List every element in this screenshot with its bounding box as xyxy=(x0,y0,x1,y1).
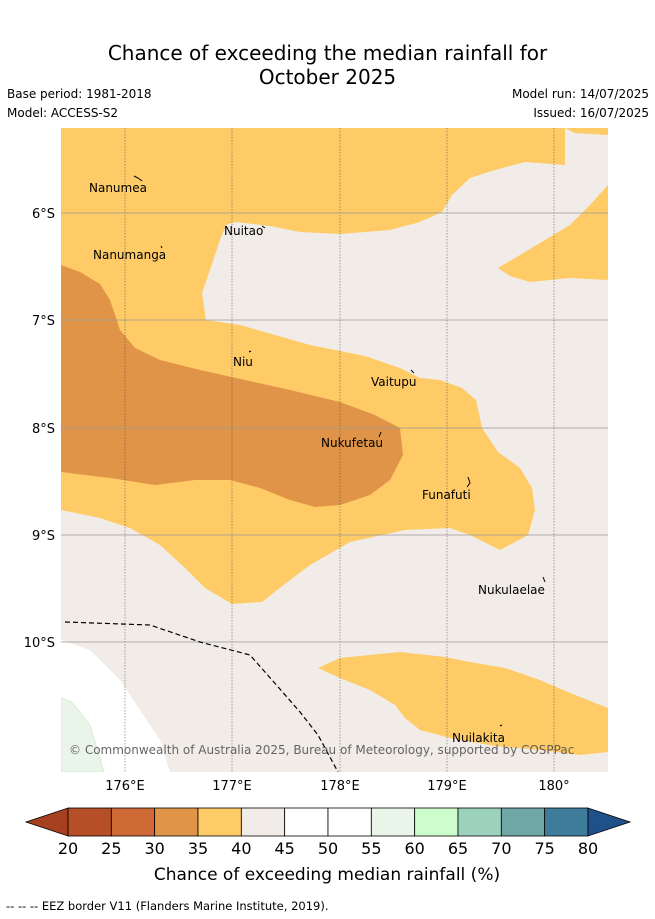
colorbar-tick-label: 75 xyxy=(534,839,554,858)
colorbar-tick-label: 40 xyxy=(231,839,251,858)
place-label-nanumea: Nanumea xyxy=(89,181,147,195)
lon-label-176e: 176°E xyxy=(105,779,145,794)
colorbar-tick-label: 45 xyxy=(274,839,294,858)
colorbar-extend-high xyxy=(587,807,632,837)
copyright-notice: © Commonwealth of Australia 2025, Bureau… xyxy=(69,743,574,757)
colorbar-tick-label: 55 xyxy=(361,839,381,858)
place-label-nuilakita: Nuilakita xyxy=(452,731,505,745)
lat-label-8s: 8°S xyxy=(32,422,55,437)
colorbar-tick-label: 35 xyxy=(188,839,208,858)
colorbar-tick-label: 80 xyxy=(578,839,598,858)
colorbar-cell xyxy=(457,807,502,837)
map-title-line2: October 2025 xyxy=(258,65,397,89)
zone-35-40-south xyxy=(318,652,608,755)
lat-label-6s: 6°S xyxy=(32,207,55,222)
place-label-nukufetau: Nukufetau xyxy=(321,436,383,450)
colorbar-tick-label: 25 xyxy=(101,839,121,858)
colorbar: 20 25 30 35 40 45 50 55 60 65 70 75 80 xyxy=(24,807,632,858)
place-label-nukulaelae: Nukulaelae xyxy=(478,583,545,597)
colorbar-tick-label: 30 xyxy=(144,839,164,858)
lat-label-9s: 9°S xyxy=(32,529,55,544)
colorbar-cell xyxy=(544,807,589,837)
colorbar-tick-label: 65 xyxy=(448,839,468,858)
eez-border xyxy=(64,621,339,772)
colorbar-cell xyxy=(67,807,112,837)
map-title-line1: Chance of exceeding the median rainfall … xyxy=(107,41,548,65)
lon-label-179e: 179°E xyxy=(427,779,467,794)
model-run: Model run: 14/07/2025 xyxy=(511,87,649,101)
place-label-nanumanga: Nanumanga xyxy=(93,248,166,262)
colorbar-extend-low xyxy=(24,807,69,837)
place-label-vaitupu: Vaitupu xyxy=(371,375,417,389)
zone-35-40-ne xyxy=(498,185,608,282)
lon-label-180: 180° xyxy=(538,779,569,794)
colorbar-cell xyxy=(327,807,372,837)
colorbar-cell xyxy=(240,807,286,837)
colorbar-cell xyxy=(414,807,459,837)
island-marks xyxy=(133,175,546,727)
place-label-funafuti: Funafuti xyxy=(422,488,471,502)
colorbar-cell xyxy=(154,807,199,837)
zone-35-40 xyxy=(61,128,608,604)
colorbar-tick-label: 70 xyxy=(491,839,511,858)
issued-date: Issued: 16/07/2025 xyxy=(533,106,649,120)
longitude-gridlines xyxy=(124,128,555,772)
lon-label-177e: 177°E xyxy=(212,779,252,794)
colorbar-tick-label: 50 xyxy=(318,839,338,858)
colorbar-cell xyxy=(370,807,416,837)
base-period: Base period: 1981-2018 xyxy=(7,87,152,101)
lat-label-7s: 7°S xyxy=(32,314,55,329)
colorbar-cell xyxy=(284,807,329,837)
colorbar-cell xyxy=(197,807,242,837)
rainfall-map: Nanumea Nuitao Nanumanga Niu Vaitupu Nuk… xyxy=(61,128,608,772)
colorbar-cell xyxy=(110,807,156,837)
latitude-gridlines xyxy=(61,212,608,643)
model-name: Model: ACCESS-S2 xyxy=(7,106,119,120)
lat-label-10s: 10°S xyxy=(24,636,55,651)
lon-label-178e: 178°E xyxy=(320,779,360,794)
colorbar-tick-label: 60 xyxy=(404,839,424,858)
place-label-nuitao: Nuitao xyxy=(224,224,263,238)
colorbar-cell xyxy=(500,807,546,837)
place-label-niu: Niu xyxy=(233,355,253,369)
colorbar-label: Chance of exceeding median rainfall (%) xyxy=(154,865,500,885)
eez-legend-note: -- -- -- EEZ border V11 (Flanders Marine… xyxy=(6,899,329,913)
colorbar-tick-label: 20 xyxy=(58,839,78,858)
zone-55-60 xyxy=(61,697,105,772)
